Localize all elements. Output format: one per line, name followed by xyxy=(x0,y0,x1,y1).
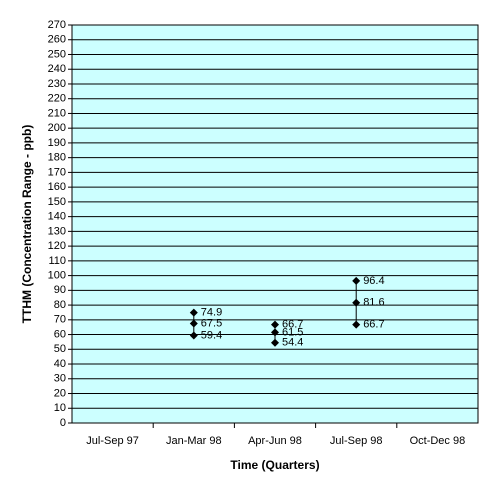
data-label: 66.7 xyxy=(363,319,384,331)
y-tick-label: 260 xyxy=(48,34,66,46)
y-tick-label: 220 xyxy=(48,93,66,105)
data-label: 54.4 xyxy=(282,337,303,349)
y-tick-label: 130 xyxy=(48,225,66,237)
y-tick-label: 120 xyxy=(48,240,66,252)
marker xyxy=(352,276,361,285)
y-tick-label: 10 xyxy=(54,402,66,414)
y-tick-label: 250 xyxy=(48,48,66,60)
marker xyxy=(189,308,198,317)
data-label: 66.7 xyxy=(282,319,303,331)
y-tick-label: 0 xyxy=(60,417,66,429)
x-tick-label: Apr-Jun 98 xyxy=(248,435,302,447)
y-axis-title: TTHM (Concentration Range - ppb) xyxy=(20,125,34,324)
marker xyxy=(271,320,279,329)
data-label: 81.6 xyxy=(363,297,384,309)
marker xyxy=(352,298,361,307)
data-label: 96.4 xyxy=(363,275,384,287)
y-tick-label: 80 xyxy=(54,299,66,311)
x-tick-label: Oct-Dec 98 xyxy=(410,435,466,447)
data-label: 67.5 xyxy=(201,317,222,329)
x-tick-label: Jan-Mar 98 xyxy=(166,435,222,447)
data-label: 74.9 xyxy=(201,306,222,318)
marker xyxy=(189,331,198,340)
data-label: 61.5 xyxy=(282,326,303,338)
marker xyxy=(352,320,361,329)
y-tick-label: 190 xyxy=(48,137,66,149)
y-tick-label: 140 xyxy=(48,211,66,223)
marker xyxy=(271,338,279,347)
data-label: 59.4 xyxy=(201,329,222,341)
x-tick-label: Jul-Sep 98 xyxy=(330,435,383,447)
y-tick-label: 210 xyxy=(48,107,66,119)
y-tick-label: 90 xyxy=(54,284,66,296)
y-tick-label: 60 xyxy=(54,328,66,340)
marker xyxy=(271,328,279,337)
y-tick-label: 40 xyxy=(54,358,66,370)
y-tick-label: 170 xyxy=(48,166,66,178)
y-tick-label: 270 xyxy=(48,19,66,31)
y-tick-label: 160 xyxy=(48,181,66,193)
plot-area xyxy=(71,24,479,424)
y-tick-label: 50 xyxy=(54,343,66,355)
y-tick-label: 240 xyxy=(48,63,66,75)
y-tick-label: 230 xyxy=(48,78,66,90)
y-tick-label: 200 xyxy=(48,122,66,134)
y-tick-label: 150 xyxy=(48,196,66,208)
x-axis-title: Time (Quarters) xyxy=(230,458,319,472)
marker xyxy=(189,319,198,328)
y-tick-label: 20 xyxy=(54,387,66,399)
y-tick-label: 30 xyxy=(54,373,66,385)
x-tick-label: Jul-Sep 97 xyxy=(86,435,139,447)
y-tick-label: 100 xyxy=(48,269,66,281)
y-tick-label: 180 xyxy=(48,152,66,164)
y-tick-label: 70 xyxy=(54,314,66,326)
y-tick-label: 110 xyxy=(48,255,66,267)
